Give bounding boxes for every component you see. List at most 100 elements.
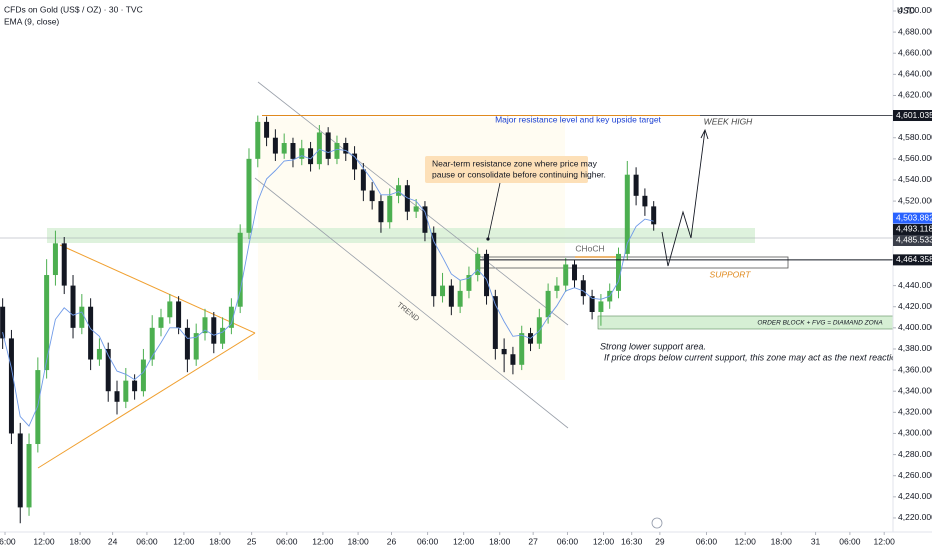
candle-body — [334, 143, 340, 159]
week-high-label: WEEK HIGH — [704, 116, 754, 126]
candle-body — [140, 359, 146, 392]
candle-body — [290, 143, 296, 159]
x-tick-label: 06:00 — [0, 536, 16, 546]
y-tick-label: 4,340.000 — [898, 385, 932, 395]
candle-body — [61, 243, 67, 286]
y-tick-label: 4,680.000 — [898, 26, 932, 36]
x-tick-label: 06:00 — [557, 536, 579, 546]
candle-body — [563, 264, 569, 286]
candle-body — [316, 132, 322, 165]
lower-support-line: If price drops below current support, th… — [604, 352, 913, 362]
candle-body — [211, 317, 217, 344]
y-tick-label: 4,360.000 — [898, 364, 932, 374]
x-tick-label: 06:00 — [136, 536, 158, 546]
y-tick-label: 4,560.000 — [898, 153, 932, 163]
marks — [0, 115, 893, 524]
x-tick-label: 27 — [528, 536, 538, 546]
y-tick-label: 4,540.000 — [898, 174, 932, 184]
y-tick-label: 4,380.000 — [898, 343, 932, 353]
y-tick-label: 4,620.000 — [898, 90, 932, 100]
candle-body — [422, 206, 428, 233]
candle-body — [88, 306, 94, 360]
indicator-label: EMA (9, close) — [4, 16, 59, 26]
y-tick-label: 4,420.000 — [898, 301, 932, 311]
y-tick-label: 4,640.000 — [898, 69, 932, 79]
candle-body — [17, 433, 23, 508]
candle-body — [26, 444, 32, 508]
near-term-box — [425, 156, 588, 183]
candle-body — [580, 280, 586, 297]
projection-path — [661, 129, 706, 267]
candle-body — [484, 253, 490, 297]
x-tick-label: 18:00 — [347, 536, 369, 546]
x-tick-label: 18:00 — [489, 536, 511, 546]
x-tick-label: 06:00 — [417, 536, 439, 546]
candle-body — [202, 317, 208, 334]
x-tick-label: 12:00 — [173, 536, 195, 546]
candle-body — [404, 185, 410, 212]
candle-body — [281, 143, 287, 154]
y-tick-label: 4,660.000 — [898, 47, 932, 57]
pointer-dot — [486, 237, 490, 241]
candle-body — [624, 174, 630, 254]
x-tick-label: 12:00 — [312, 536, 334, 546]
choch-label: CHoCH — [575, 243, 604, 253]
event-icon[interactable] — [651, 517, 663, 529]
candle-body — [466, 275, 472, 291]
candle-body — [352, 153, 358, 170]
x-tick-label: 12:00 — [593, 536, 615, 546]
projection-arrow — [700, 128, 709, 140]
x-tick-label: 26 — [387, 536, 397, 546]
y-tick-label: 4,220.000 — [898, 512, 932, 522]
candle-body — [237, 232, 243, 307]
candle-body — [123, 380, 129, 402]
candle-body — [360, 169, 366, 191]
candle-body — [105, 348, 111, 392]
candle-body — [492, 296, 498, 349]
candle-body — [44, 275, 50, 371]
candle-body — [52, 243, 58, 276]
candle-body — [272, 137, 278, 154]
candle-body — [431, 232, 437, 297]
x-tick-label: 18:00 — [771, 536, 793, 546]
price-label: 4,464.358 — [896, 254, 932, 264]
x-tick-label: 24 — [108, 536, 118, 546]
price-label-box — [893, 234, 932, 246]
price-label-box — [893, 212, 932, 224]
order-block-label: ORDER BLOCK + FVG = DIAMAND ZONA — [757, 320, 882, 327]
candle-body — [246, 158, 252, 233]
near-term-pointer — [487, 182, 501, 240]
x-tick-label: 18:00 — [69, 536, 91, 546]
y-tick-label: 4,240.000 — [898, 491, 932, 501]
x-tick-label: 31 — [811, 536, 821, 546]
x-tick-label: 12:00 — [33, 536, 55, 546]
candle-body — [132, 380, 138, 392]
candle-body — [554, 285, 560, 291]
triangle-lower — [37, 332, 256, 469]
resistance-note: Major resistance level and key upside ta… — [495, 114, 661, 124]
candle-body — [0, 306, 6, 339]
candle-body — [308, 148, 314, 165]
ema-line — [2, 148, 654, 427]
candle-body — [413, 206, 419, 212]
support-label: SUPPORT — [710, 269, 752, 279]
candle-body — [545, 290, 551, 318]
resistance-zone — [47, 228, 755, 243]
y-tick-label: 4,520.000 — [898, 195, 932, 205]
currency-label[interactable]: USD — [897, 5, 915, 15]
candle-body — [633, 174, 639, 196]
candle-body — [510, 354, 516, 365]
x-tick-label: 06:00 — [839, 536, 861, 546]
candle-body — [369, 190, 375, 202]
plot-area: Major resistance level and key upside ta… — [0, 81, 913, 529]
price-label-box — [893, 110, 932, 122]
candle-body — [457, 290, 463, 307]
candle-body — [167, 301, 173, 318]
near-term-line: Near-term resistance zone where price ma… — [432, 158, 598, 168]
y-tick-label: 4,700.000 — [898, 5, 932, 15]
price-label: 4,493.118 — [896, 224, 932, 234]
candle-body — [378, 201, 384, 223]
candle-body — [255, 121, 261, 159]
candle-body — [589, 296, 595, 312]
